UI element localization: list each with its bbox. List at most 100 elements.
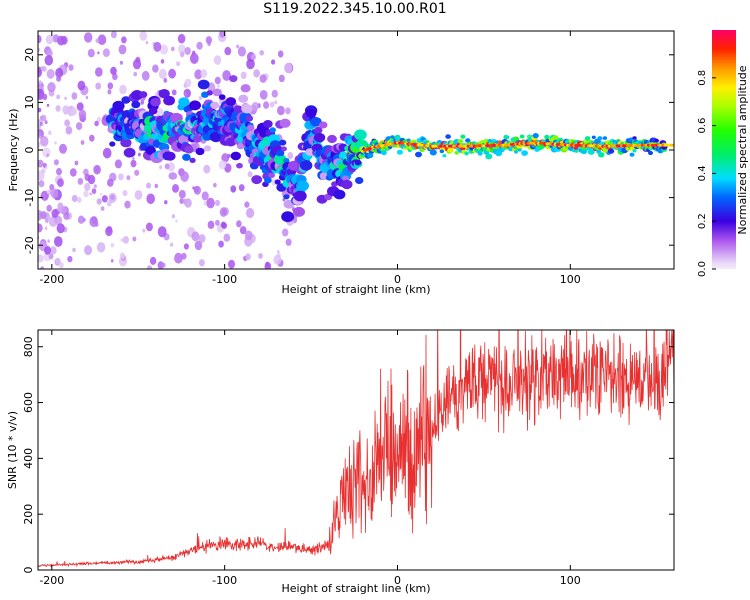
heatmap-cell — [91, 188, 97, 195]
heatmap-cell — [38, 141, 41, 149]
heatmap-cell — [55, 67, 64, 78]
heatmap-cell — [300, 160, 313, 171]
heatmap-cell — [237, 46, 246, 57]
colorbar-label: Normalized spectral amplitude — [736, 65, 749, 234]
heatmap-cell — [145, 41, 149, 45]
heatmap-cell — [215, 199, 220, 206]
heatmap-cell — [282, 198, 286, 202]
heatmap-cell — [100, 206, 105, 211]
heatmap-cell — [460, 134, 466, 139]
heatmap-cell — [107, 82, 114, 90]
heatmap-cell — [45, 34, 54, 45]
heatmap-cell — [89, 192, 92, 196]
heatmap-cell — [244, 201, 250, 208]
heatmap-cell — [168, 172, 178, 180]
heatmap-cell — [84, 245, 93, 256]
heatmap-cell — [390, 135, 395, 139]
heatmap-cell — [199, 259, 205, 267]
heatmap-cell — [44, 55, 54, 66]
y-tick-label: 20 — [23, 48, 36, 62]
heatmap-cell — [236, 142, 245, 150]
heatmap-cell — [318, 121, 328, 129]
heatmap-cell — [71, 194, 78, 203]
heatmap-cell — [44, 120, 48, 125]
plot-title: S119.2022.345.10.00.R01 — [263, 1, 447, 17]
heatmap-cell — [574, 149, 579, 153]
heatmap-cell — [134, 190, 143, 200]
heatmap-cell — [228, 259, 235, 269]
spectrogram-x-axis-label: Height of straight line (km) — [281, 283, 430, 296]
heatmap-cell — [159, 44, 169, 55]
heatmap-cell — [75, 122, 83, 131]
heatmap-cell — [106, 200, 112, 207]
heatmap-cell — [259, 90, 268, 100]
heatmap-cell — [247, 171, 253, 178]
heatmap-cell — [145, 222, 153, 232]
heatmap-cell — [245, 115, 254, 122]
heatmap-cell — [38, 80, 42, 85]
heatmap-cell — [236, 220, 242, 228]
heatmap-cell — [628, 137, 633, 142]
heatmap-cell — [238, 184, 245, 192]
heatmap-cell — [221, 153, 230, 163]
heatmap-cell — [55, 105, 61, 112]
heatmap-cell — [46, 189, 51, 195]
heatmap-cell — [477, 151, 483, 156]
heatmap-cell — [184, 78, 192, 88]
heatmap-cell — [454, 151, 459, 155]
heatmap-cell — [58, 262, 64, 269]
heatmap-cell — [69, 168, 77, 177]
heatmap-cell — [598, 152, 605, 158]
heatmap-cell — [38, 180, 45, 188]
heatmap-cell — [429, 149, 437, 156]
heatmap-cell — [197, 79, 210, 90]
heatmap-cell — [193, 185, 201, 195]
heatmap-cell — [225, 97, 237, 106]
heatmap-cell — [240, 84, 251, 93]
heatmap-cell — [68, 64, 74, 71]
heatmap-cell — [195, 147, 205, 156]
heatmap-cell — [38, 254, 44, 263]
heatmap-cell — [145, 145, 157, 155]
heatmap-cell — [240, 71, 247, 80]
heatmap-cell — [265, 261, 270, 267]
heatmap-cell — [133, 71, 138, 77]
x-tick-label: 100 — [560, 273, 581, 286]
heatmap-cell — [177, 33, 186, 44]
heatmap-cell — [132, 236, 137, 242]
heatmap-cell — [57, 202, 64, 210]
heatmap-cell — [597, 136, 603, 141]
heatmap-cell — [246, 207, 255, 219]
heatmap-cell — [64, 96, 67, 101]
heatmap-cell — [213, 55, 222, 65]
heatmap-cell — [38, 34, 42, 44]
heatmap-cell — [584, 136, 591, 141]
heatmap-cell — [464, 151, 469, 156]
heatmap-cell — [296, 180, 309, 192]
heatmap-cell — [189, 157, 196, 163]
heatmap-cell — [206, 197, 215, 209]
heatmap-cell — [278, 74, 285, 83]
heatmap-cell — [38, 170, 45, 181]
heatmap-cell — [110, 66, 117, 75]
heatmap-cell — [158, 68, 167, 80]
heatmap-cell — [132, 58, 142, 70]
heatmap-cell — [96, 116, 101, 123]
heatmap-cell — [339, 151, 348, 158]
heatmap-cell — [119, 84, 127, 95]
heatmap-cell — [93, 164, 101, 175]
heatmap-cell — [119, 60, 123, 65]
snr-x-axis-label: Height of straight line (km) — [281, 582, 430, 595]
heatmap-cell — [415, 151, 422, 158]
y-tick-label: -20 — [23, 236, 36, 254]
heatmap-cell — [109, 141, 116, 147]
heatmap-cell — [171, 214, 176, 219]
heatmap-cell — [43, 251, 52, 262]
heatmap-cell — [184, 198, 192, 208]
heatmap-cell — [194, 240, 203, 251]
heatmap-cell — [50, 188, 59, 199]
heatmap-cell — [253, 69, 260, 78]
colorbar-tick-label: 0.4 — [697, 165, 708, 181]
heatmap-cell — [87, 48, 95, 58]
